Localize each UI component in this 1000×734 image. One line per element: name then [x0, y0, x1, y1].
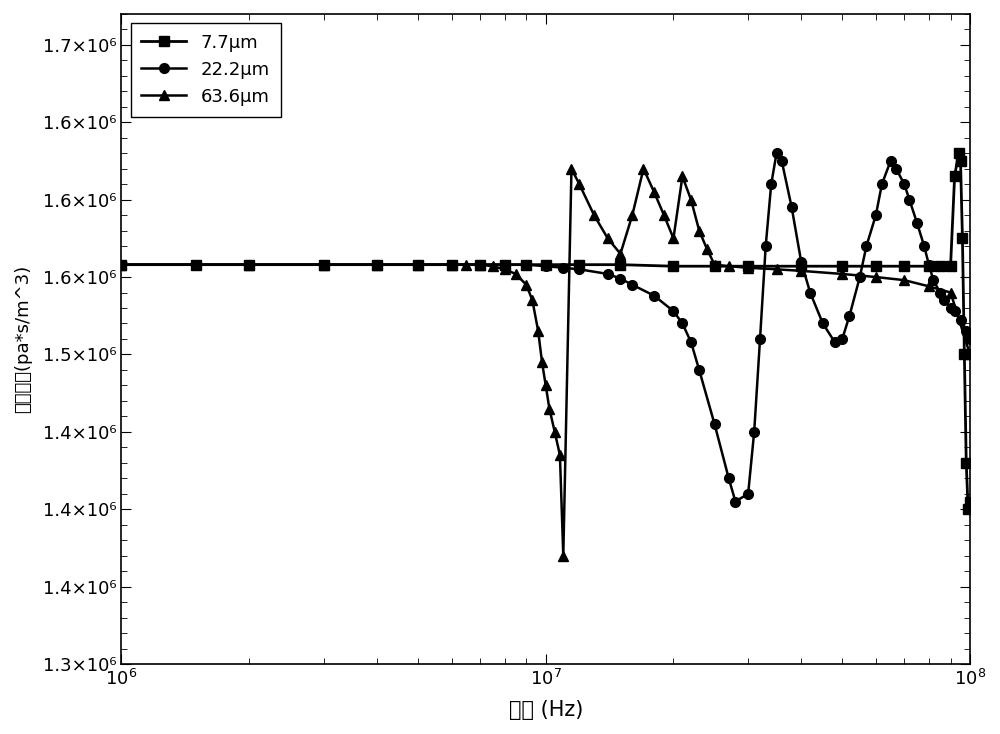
22.2μm	[729, 497, 741, 506]
7.7μm	[412, 261, 424, 269]
7.7μm	[115, 261, 127, 269]
7.7μm	[956, 234, 968, 243]
7.7μm	[667, 262, 679, 271]
22.2μm	[860, 241, 872, 250]
63.6μm	[637, 164, 649, 173]
63.6μm	[554, 451, 566, 459]
7.7μm	[742, 262, 754, 271]
63.6μm	[115, 261, 127, 269]
Line: 22.2μm: 22.2μm	[117, 148, 975, 506]
63.6μm	[685, 195, 697, 204]
7.7μm	[446, 261, 458, 269]
7.7μm	[243, 261, 255, 269]
7.7μm	[934, 262, 946, 271]
63.6μm	[870, 272, 882, 281]
7.7μm	[955, 156, 967, 165]
63.6μm	[709, 261, 721, 269]
63.6μm	[648, 187, 660, 196]
7.7μm	[190, 261, 202, 269]
22.2μm	[843, 311, 855, 320]
63.6μm	[536, 357, 548, 366]
63.6μm	[573, 180, 585, 189]
Legend: 7.7μm, 22.2μm, 63.6μm: 7.7μm, 22.2μm, 63.6μm	[131, 23, 281, 117]
7.7μm	[318, 261, 330, 269]
63.6μm	[923, 282, 935, 291]
63.6μm	[532, 327, 544, 335]
63.6μm	[742, 264, 754, 272]
63.6μm	[487, 262, 499, 271]
63.6μm	[898, 276, 910, 285]
63.6μm	[412, 261, 424, 269]
7.7μm	[836, 262, 848, 271]
63.6μm	[771, 265, 783, 274]
7.7μm	[540, 261, 552, 269]
22.2μm	[115, 261, 127, 269]
7.7μm	[499, 261, 511, 269]
22.2μm	[817, 319, 829, 328]
Line: 63.6μm: 63.6μm	[117, 164, 975, 561]
22.2μm	[243, 261, 255, 269]
7.7μm	[520, 261, 532, 269]
22.2μm	[709, 420, 721, 429]
7.7μm	[945, 262, 957, 271]
63.6μm	[836, 269, 848, 278]
63.6μm	[460, 261, 472, 269]
22.2μm	[771, 149, 783, 158]
7.7μm	[870, 262, 882, 271]
63.6μm	[945, 288, 957, 297]
63.6μm	[543, 404, 555, 413]
7.7μm	[371, 261, 383, 269]
7.7μm	[949, 172, 961, 181]
7.7μm	[614, 261, 626, 269]
63.6μm	[588, 211, 600, 219]
63.6μm	[693, 226, 705, 235]
63.6μm	[510, 269, 522, 278]
63.6μm	[658, 211, 670, 219]
63.6μm	[520, 280, 532, 289]
63.6μm	[499, 265, 511, 274]
63.6μm	[723, 262, 735, 271]
63.6μm	[614, 250, 626, 258]
63.6μm	[243, 261, 255, 269]
7.7μm	[964, 497, 976, 506]
22.2μm	[903, 195, 915, 204]
7.7μm	[953, 149, 965, 158]
7.7μm	[962, 505, 974, 514]
X-axis label: 频率 (Hz): 频率 (Hz)	[509, 700, 583, 720]
63.6μm	[565, 164, 577, 173]
7.7μm	[795, 262, 807, 271]
63.6μm	[795, 266, 807, 275]
7.7μm	[709, 262, 721, 271]
7.7μm	[573, 261, 585, 269]
Line: 7.7μm: 7.7μm	[117, 148, 975, 514]
63.6μm	[474, 261, 486, 269]
7.7μm	[960, 459, 972, 468]
63.6μm	[549, 427, 561, 436]
63.6μm	[964, 350, 976, 359]
Y-axis label: 阻抗实部(pa*s/m^3): 阻抗实部(pa*s/m^3)	[14, 265, 32, 413]
7.7μm	[898, 262, 910, 271]
63.6μm	[446, 261, 458, 269]
63.6μm	[626, 211, 638, 219]
63.6μm	[526, 296, 538, 305]
63.6μm	[701, 244, 713, 253]
63.6μm	[318, 261, 330, 269]
63.6μm	[557, 551, 569, 560]
7.7μm	[474, 261, 486, 269]
63.6μm	[540, 381, 552, 390]
63.6μm	[602, 234, 614, 243]
63.6μm	[676, 172, 688, 181]
7.7μm	[923, 262, 935, 271]
22.2μm	[964, 335, 976, 344]
63.6μm	[371, 261, 383, 269]
63.6μm	[667, 234, 679, 243]
7.7μm	[958, 350, 970, 359]
